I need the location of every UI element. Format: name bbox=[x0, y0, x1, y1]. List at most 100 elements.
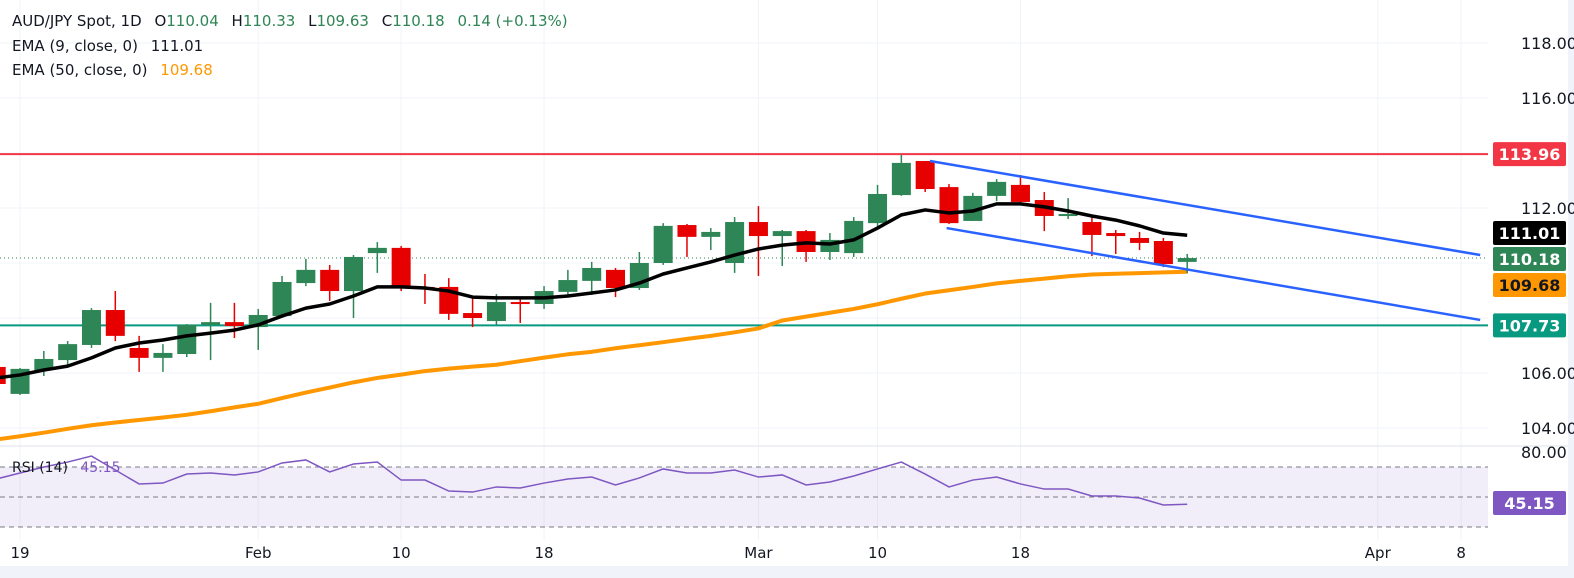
candle-body bbox=[486, 302, 506, 322]
change-value: 0.14 (+0.13%) bbox=[457, 12, 568, 30]
candle bbox=[105, 291, 125, 342]
candle bbox=[58, 341, 78, 367]
ema50-label: EMA (50, close, 0) bbox=[12, 61, 148, 79]
candle bbox=[81, 308, 101, 348]
time-tick-label: 10 bbox=[392, 544, 411, 562]
ema50-path bbox=[0, 269, 1188, 442]
ema50-legend[interactable]: EMA (50, close, 0) 109.68 bbox=[12, 61, 213, 79]
ema9-value: 111.01 bbox=[150, 37, 204, 55]
candle bbox=[296, 258, 316, 287]
candle-body bbox=[201, 322, 221, 325]
time-tick-label: 10 bbox=[868, 544, 887, 562]
time-tick-label: 18 bbox=[1011, 544, 1030, 562]
candle-body bbox=[1130, 237, 1150, 243]
rsi-legend[interactable]: RSI (14) 45.15 bbox=[12, 460, 120, 476]
channel-upper-line bbox=[929, 159, 1481, 257]
candle bbox=[558, 269, 578, 295]
candle bbox=[439, 278, 459, 320]
candle-body bbox=[963, 195, 983, 221]
ema50-price-tag[interactable]: 109.68 bbox=[1493, 273, 1566, 297]
candle bbox=[844, 217, 864, 257]
open-label: O bbox=[154, 12, 167, 30]
rsi-tick-label: 80.00 bbox=[1521, 443, 1567, 462]
price-tick-label: 118.00 bbox=[1521, 34, 1574, 53]
time-tick-label: Feb bbox=[245, 544, 272, 562]
resistance-price-tag-bg bbox=[1493, 142, 1566, 167]
rsi-price-tag-bg bbox=[1493, 491, 1566, 515]
price-axis[interactable]: 118.00 116.00 112.00 106.00 104.00 80.00 113.9… bbox=[1493, 34, 1574, 515]
candle bbox=[272, 275, 292, 317]
candle-body bbox=[463, 313, 483, 318]
ema50-line bbox=[0, 269, 1188, 442]
candle bbox=[939, 184, 959, 224]
candle-body bbox=[653, 225, 673, 263]
candle-body bbox=[1177, 258, 1197, 262]
ema9-price-tag-bg bbox=[1493, 221, 1566, 245]
candle bbox=[677, 223, 697, 257]
candle bbox=[653, 223, 673, 265]
candle-body bbox=[224, 322, 244, 326]
candle bbox=[34, 351, 54, 377]
candle bbox=[748, 206, 768, 276]
candle bbox=[725, 217, 745, 273]
candle bbox=[772, 230, 792, 267]
candle bbox=[868, 184, 888, 229]
candle bbox=[701, 228, 721, 251]
candles bbox=[0, 154, 1197, 395]
candle bbox=[1082, 214, 1102, 257]
candle bbox=[224, 302, 244, 339]
rsi-price-tag[interactable]: 45.15 bbox=[1493, 491, 1566, 515]
descending-channel[interactable] bbox=[929, 159, 1481, 322]
time-tick-label: Apr bbox=[1365, 544, 1392, 562]
candle-body bbox=[558, 280, 578, 292]
candle-body bbox=[272, 281, 292, 317]
candle bbox=[367, 242, 387, 273]
candle bbox=[796, 230, 816, 262]
candle bbox=[1034, 192, 1054, 232]
candle bbox=[1058, 198, 1078, 219]
support-price-tag[interactable]: 107.73 bbox=[1493, 313, 1566, 338]
candle bbox=[177, 324, 197, 358]
candle bbox=[1106, 230, 1126, 254]
candle-body bbox=[748, 222, 768, 237]
high-value: 110.33 bbox=[242, 12, 296, 30]
candle bbox=[1010, 175, 1030, 204]
candle bbox=[915, 160, 935, 193]
rsi-label: RSI (14) bbox=[12, 460, 68, 476]
candle bbox=[463, 297, 483, 328]
ema9-legend[interactable]: EMA (9, close, 0) 111.01 bbox=[12, 37, 203, 55]
candle-body bbox=[81, 310, 101, 345]
rsi-price-tag-text: 45.15 bbox=[1504, 494, 1555, 513]
rsi-value: 45.15 bbox=[80, 460, 121, 476]
price-tick-label: 116.00 bbox=[1521, 89, 1574, 108]
close-price-tag-text: 110.18 bbox=[1499, 250, 1561, 269]
ema9-price-tag-text: 111.01 bbox=[1499, 224, 1561, 243]
resistance-price-tag-text: 113.96 bbox=[1499, 145, 1561, 164]
candle-body bbox=[915, 160, 935, 190]
right-frame bbox=[1568, 0, 1574, 578]
price-tick-label: 106.00 bbox=[1521, 364, 1574, 383]
resistance-price-tag[interactable]: 113.96 bbox=[1493, 142, 1566, 167]
symbol-title: AUD/JPY Spot, 1D bbox=[12, 12, 142, 30]
rsi-line bbox=[0, 455, 1188, 506]
candle-body bbox=[606, 269, 626, 289]
close-label: C bbox=[381, 12, 393, 30]
candle-body bbox=[1082, 222, 1102, 235]
candle-body bbox=[177, 324, 197, 355]
ema9-price-tag[interactable]: 111.01 bbox=[1493, 221, 1566, 245]
candle-body bbox=[677, 225, 697, 237]
candle bbox=[987, 179, 1007, 202]
candle-body bbox=[868, 193, 888, 224]
high-label: H bbox=[231, 12, 243, 30]
candle-body bbox=[1010, 184, 1030, 202]
price-tick-label: 104.00 bbox=[1521, 419, 1574, 438]
candle-body bbox=[891, 162, 911, 196]
bottom-frame bbox=[0, 566, 1574, 578]
candle-body bbox=[939, 187, 959, 224]
close-price-tag-bg bbox=[1493, 247, 1566, 271]
time-axis[interactable]: 19 Feb 10 18 Mar 10 18 Apr 8 bbox=[10, 544, 1465, 562]
support-price-tag-text: 107.73 bbox=[1499, 316, 1561, 335]
close-price-tag[interactable]: 110.18 bbox=[1493, 247, 1566, 271]
support-price-tag-bg bbox=[1493, 313, 1566, 338]
